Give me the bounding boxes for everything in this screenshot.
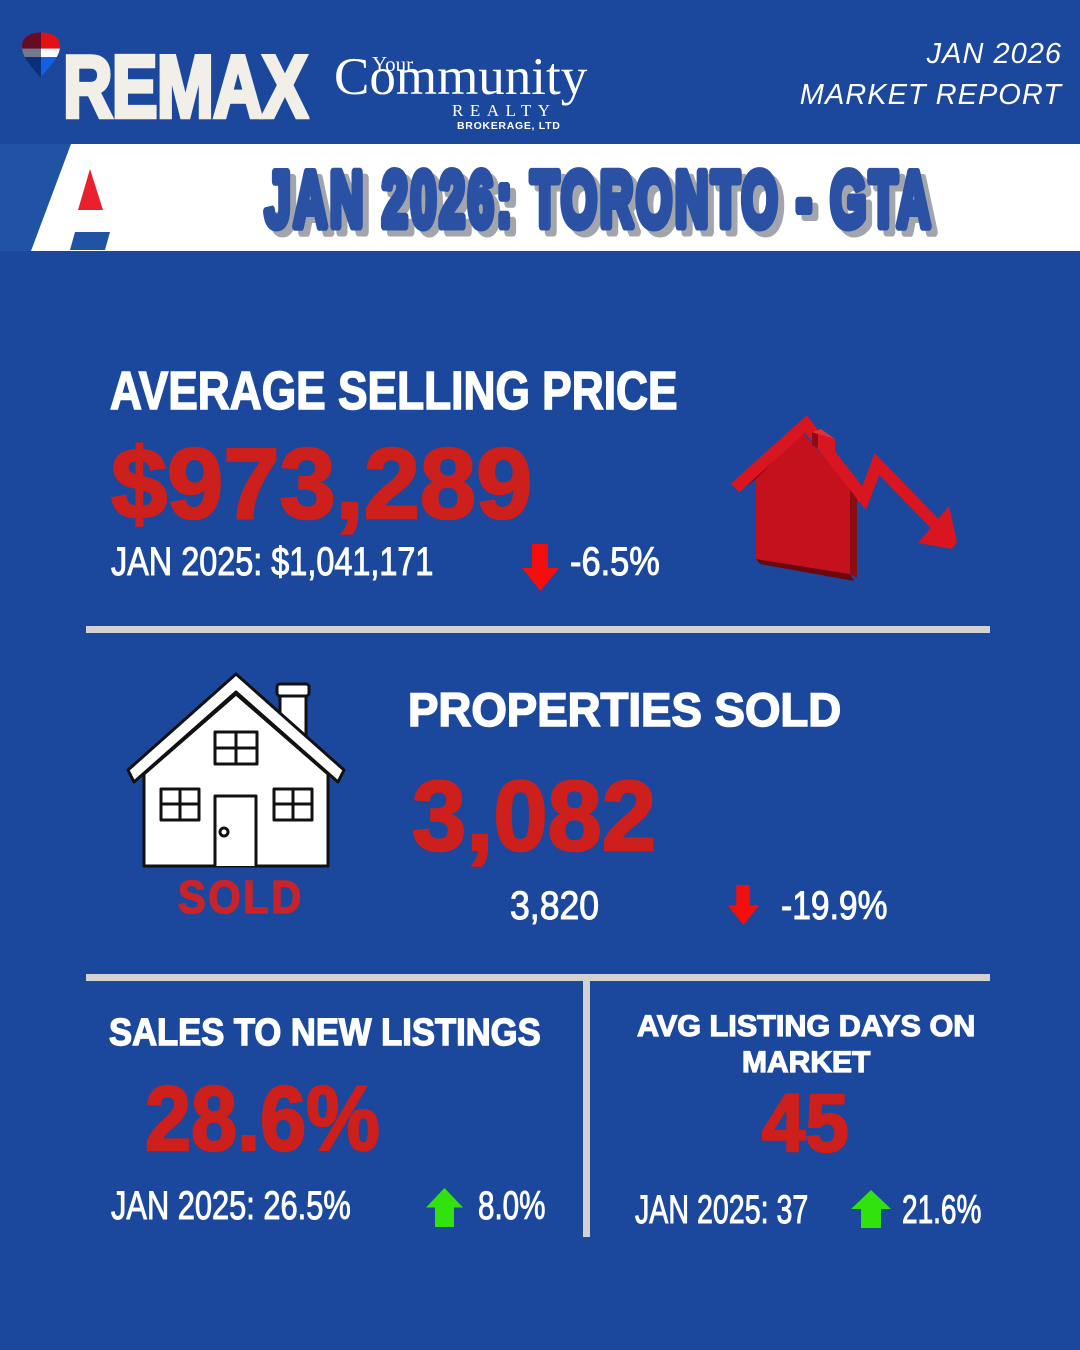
svg-text:JAN 2026: TORONTO - GTA: JAN 2026: TORONTO - GTA: [271, 161, 939, 249]
svg-text:JAN 2026: TORONTO - GTA: JAN 2026: TORONTO - GTA: [265, 155, 933, 243]
